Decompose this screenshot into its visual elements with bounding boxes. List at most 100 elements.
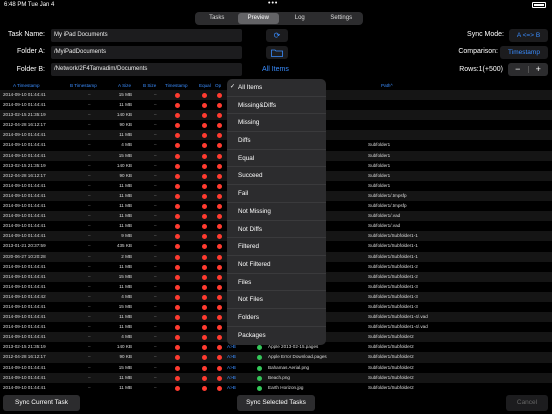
filter-option-folders[interactable]: Folders	[227, 309, 326, 327]
filter-option-succeed[interactable]: Succeed	[227, 167, 326, 186]
table-row[interactable]: 2013-02-15 21:35:19 – 140 KB – Subfolder1	[0, 161, 552, 171]
refresh-button[interactable]: ⟳	[266, 29, 288, 42]
b-timestamp-cell: –	[88, 122, 91, 128]
table-row[interactable]: 2012-04-28 16:12:17 – 90 KB – A>B Apple Error…	[0, 352, 552, 363]
filter-option-not-filtered[interactable]: Not Filtered	[227, 256, 326, 274]
path-cell: Subfolder1/Subfolder2	[368, 364, 414, 370]
table-row[interactable]: 2014-09-10 01:44:41 – 11 MB – Subfolder1/.tm…	[0, 201, 552, 211]
refresh-icon: ⟳	[273, 31, 281, 40]
filter-option-diffs[interactable]: Diffs	[227, 132, 326, 150]
b-size-cell: –	[154, 283, 157, 289]
a-timestamp-cell: 2014-09-10 01:44:41	[3, 364, 46, 370]
col-timestamp[interactable]: Timestamp	[165, 83, 188, 88]
col-a-timestamp[interactable]: A Timestamp	[13, 83, 40, 88]
sync-mode-selector[interactable]: A <=> B	[509, 29, 548, 42]
b-size-cell: –	[154, 384, 157, 390]
timestamp-status-icon	[175, 143, 180, 149]
filter-option-equal[interactable]: Equal	[227, 150, 326, 168]
filter-option-missing[interactable]: Missing	[227, 114, 326, 133]
timestamp-status-icon	[175, 385, 180, 391]
equal-status-icon	[202, 335, 207, 341]
table-row[interactable]: 2014-09-10 01:44:41 – 11 MB – Subfolder1/.va…	[0, 221, 552, 231]
col-b-size[interactable]: B Size	[143, 83, 157, 88]
equal-status-icon	[202, 113, 207, 119]
a-size-cell: 11 MB	[119, 283, 132, 289]
filter-option-label: Folders	[238, 313, 259, 321]
task-name-field[interactable]: My iPad Documents	[51, 29, 242, 42]
b-size-cell: –	[154, 243, 157, 249]
a-size-cell: 4 MB	[121, 293, 132, 299]
equal-status-icon	[202, 254, 207, 260]
filter-option-missing-diffs[interactable]: Missing&Diffs	[227, 97, 326, 115]
col-a-size[interactable]: A Size	[118, 83, 132, 88]
success-status-icon	[257, 385, 262, 391]
col-op[interactable]: Op	[215, 83, 222, 88]
table-row[interactable]: 2014-09-10 01:44:41 – 11 MB –	[0, 100, 552, 110]
a-size-cell: 15 MB	[118, 92, 132, 97]
a-size-cell: 11 MB	[119, 192, 132, 198]
op-status-icon	[217, 264, 222, 270]
col-path[interactable]: Path^	[381, 83, 393, 88]
a-size-cell: 11 MB	[119, 374, 132, 380]
filter-option-packages[interactable]: Packages	[227, 327, 326, 345]
table-row[interactable]: 2012-04-28 16:12:17 – 90 KB –	[0, 120, 552, 130]
multitasking-dots-icon[interactable]: •••	[268, 0, 279, 7]
sync-selected-tasks-button[interactable]: Sync Selected Tasks	[237, 395, 315, 411]
filter-dropdown-button[interactable]: All Items	[262, 66, 289, 73]
table-row[interactable]: 2014-09-10 01:44:41 – 11 MB – Subfolder1/Sub…	[0, 322, 552, 332]
a-size-cell: 11 MB	[119, 102, 132, 108]
folder-a-field[interactable]: /MyiPadDocuments	[51, 46, 242, 59]
rows-stepper: − +	[508, 63, 548, 76]
sync-current-task-button[interactable]: Sync Current Task	[3, 395, 80, 411]
a-timestamp-cell: 2014-09-10 01:44:41	[3, 142, 46, 148]
b-size-cell: –	[154, 92, 157, 97]
path-cell: Subfolder1	[368, 142, 391, 148]
path-cell: Subfolder1/Subfolder1-3	[368, 283, 418, 289]
tab-tasks[interactable]: Tasks	[209, 15, 225, 21]
table-row[interactable]: 2014-09-10 01:44:41 – 11 MB – Subfolder1	[0, 181, 552, 191]
b-size-cell: –	[154, 172, 157, 178]
col-b-timestamp[interactable]: B Timestamp	[70, 83, 97, 88]
tab-preview[interactable]: Preview	[237, 13, 279, 24]
filter-option-all-items[interactable]: ✓ All Items	[227, 79, 326, 97]
table-row[interactable]: 2014-09-10 01:44:41 – 11 MB – A>B Earth Horiz…	[0, 383, 552, 391]
filter-option-filtered[interactable]: Filtered	[227, 238, 326, 256]
filter-option-not-diffs[interactable]: Not Diffs	[227, 221, 326, 239]
table-row[interactable]: 2014-09-10 01:44:41 – 11 MB – Subfolder1/Sub…	[0, 282, 552, 292]
op-status-icon	[217, 163, 222, 169]
a-timestamp-cell: 2012-04-28 16:12:17	[3, 172, 46, 178]
filter-option-files[interactable]: Files	[227, 274, 326, 292]
table-row[interactable]: 2014-09-10 01:44:41 – 15 MB – A>B Bahamas Aer…	[0, 363, 552, 373]
path-cell: Subfolder1	[368, 172, 391, 178]
table-row[interactable]: 2014-09-10 01:44:41 – 11 MB – Subfolder1/Sub…	[0, 262, 552, 272]
rows-decrement-button[interactable]: −	[515, 64, 521, 74]
filter-option-label: Not Missing	[238, 207, 271, 215]
folder-browse-button[interactable]	[266, 46, 288, 59]
filter-option-not-missing[interactable]: Not Missing	[227, 203, 326, 221]
rows-increment-button[interactable]: +	[535, 64, 541, 74]
path-cell: Subfolder1/Subfolder1-4/.vad	[368, 324, 428, 330]
table-row[interactable]: 2013-01-21 20:37:59 – 435 KB – Subfolder1/Su…	[0, 241, 552, 251]
timestamp-status-icon	[175, 294, 180, 300]
b-timestamp-cell: –	[88, 293, 91, 299]
table-row[interactable]: 2014-09-10 01:44:41 – 11 MB – A>B Beach.png Su…	[0, 372, 552, 383]
b-timestamp-cell: –	[88, 223, 91, 229]
comparison-selector[interactable]: Timestamp	[500, 46, 548, 59]
tab-settings[interactable]: Settings	[330, 15, 353, 21]
b-size-cell: –	[154, 334, 157, 340]
timestamp-status-icon	[175, 325, 180, 331]
filter-option-fail[interactable]: Fail	[227, 185, 326, 203]
op-status-icon	[217, 325, 222, 331]
a-timestamp-cell: 2014-09-10 01:44:41	[3, 203, 46, 209]
table-row[interactable]: 2014-09-10 01:44:41 – 4 MB – Subfolder1	[0, 140, 552, 150]
col-equal[interactable]: Equal	[199, 83, 211, 88]
tab-log[interactable]: Log	[294, 15, 305, 21]
table-row[interactable]: 2014-09-10 01:44:41 – 15 MB – Subfolder1/Sub…	[0, 302, 552, 312]
op-status-icon	[217, 284, 222, 290]
b-size-cell: –	[154, 273, 157, 279]
folder-b-field[interactable]: /Network/2F4Tanvadim/Documents	[51, 63, 242, 76]
table-row[interactable]: 2013-02-15 21:35:19 – 140 KB – A>B Apple 2013…	[0, 342, 552, 352]
cancel-button[interactable]: Cancel	[506, 395, 548, 411]
filter-option-not-files[interactable]: Not Files	[227, 291, 326, 309]
op-status-icon	[217, 385, 222, 391]
